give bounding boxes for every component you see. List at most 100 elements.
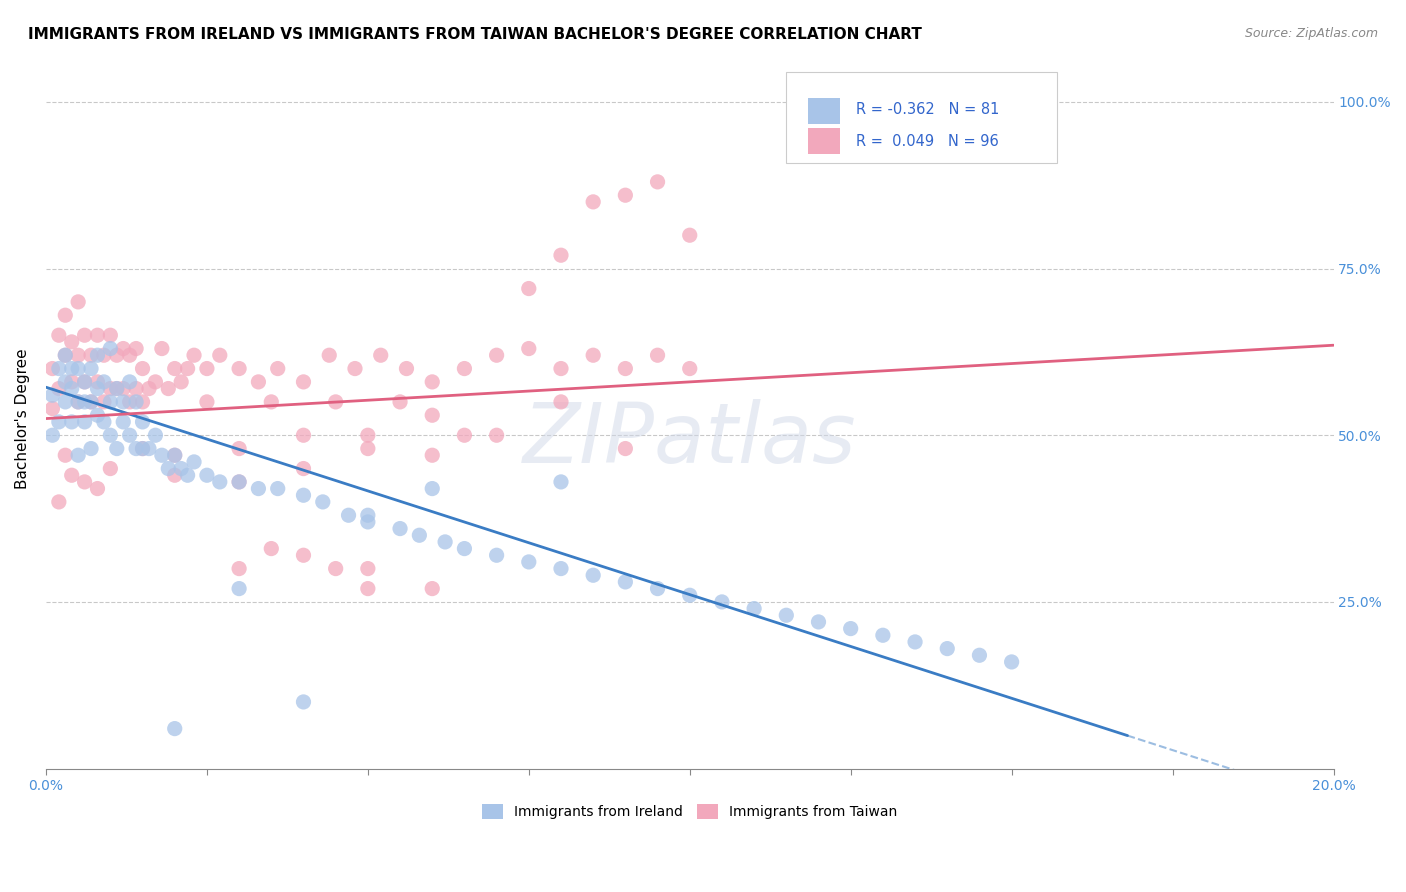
- Point: [357, 508, 380, 523]
- Point: [112, 415, 135, 429]
- Point: [183, 455, 205, 469]
- Point: [138, 382, 160, 396]
- Point: [775, 608, 797, 623]
- Point: [98, 428, 121, 442]
- Legend: Immigrants from Ireland, Immigrants from Taiwan: Immigrants from Ireland, Immigrants from…: [477, 798, 903, 825]
- Point: [41, 428, 63, 442]
- Point: [163, 448, 186, 462]
- Point: [86, 382, 108, 396]
- Point: [267, 361, 290, 376]
- Point: [53, 348, 76, 362]
- Point: [550, 395, 572, 409]
- Point: [67, 361, 90, 376]
- Point: [550, 248, 572, 262]
- Point: [145, 375, 167, 389]
- Point: [260, 541, 283, 556]
- Point: [67, 395, 90, 409]
- Point: [208, 475, 231, 489]
- Point: [53, 448, 76, 462]
- Point: [131, 395, 153, 409]
- Point: [150, 448, 173, 462]
- Point: [105, 382, 128, 396]
- Point: [98, 395, 121, 409]
- Point: [614, 361, 637, 376]
- Point: [195, 395, 218, 409]
- Point: [582, 194, 605, 209]
- Point: [325, 395, 347, 409]
- Point: [118, 395, 141, 409]
- Point: [125, 395, 148, 409]
- Point: [292, 695, 315, 709]
- Point: [228, 561, 250, 575]
- Point: [73, 328, 96, 343]
- Point: [125, 442, 148, 456]
- Point: [112, 395, 135, 409]
- Point: [48, 495, 70, 509]
- Point: [357, 515, 380, 529]
- Point: [48, 361, 70, 376]
- Point: [453, 541, 475, 556]
- Point: [228, 361, 250, 376]
- Point: [550, 561, 572, 575]
- Point: [48, 415, 70, 429]
- Point: [614, 442, 637, 456]
- Point: [679, 228, 702, 243]
- Point: [157, 461, 180, 475]
- Point: [67, 348, 90, 362]
- Point: [105, 348, 128, 362]
- Point: [170, 461, 193, 475]
- Point: [614, 574, 637, 589]
- Point: [582, 348, 605, 362]
- Point: [389, 522, 412, 536]
- Point: [93, 375, 115, 389]
- Point: [118, 348, 141, 362]
- Point: [93, 348, 115, 362]
- Point: [145, 428, 167, 442]
- Point: [131, 415, 153, 429]
- Point: [60, 361, 83, 376]
- Point: [582, 568, 605, 582]
- Point: [343, 361, 366, 376]
- Point: [73, 375, 96, 389]
- Text: ZIPatlas: ZIPatlas: [523, 399, 856, 480]
- Point: [904, 635, 927, 649]
- Point: [41, 388, 63, 402]
- Point: [260, 395, 283, 409]
- Point: [98, 328, 121, 343]
- Point: [105, 442, 128, 456]
- Point: [292, 548, 315, 562]
- Point: [420, 448, 443, 462]
- Point: [131, 442, 153, 456]
- Point: [176, 468, 198, 483]
- Point: [420, 482, 443, 496]
- Point: [60, 415, 83, 429]
- Point: [80, 395, 103, 409]
- Point: [679, 361, 702, 376]
- Point: [60, 382, 83, 396]
- Point: [485, 348, 508, 362]
- Text: IMMIGRANTS FROM IRELAND VS IMMIGRANTS FROM TAIWAN BACHELOR'S DEGREE CORRELATION : IMMIGRANTS FROM IRELAND VS IMMIGRANTS FR…: [28, 27, 922, 42]
- Point: [839, 622, 862, 636]
- Point: [453, 361, 475, 376]
- Point: [485, 428, 508, 442]
- Text: Source: ZipAtlas.com: Source: ZipAtlas.com: [1244, 27, 1378, 40]
- Point: [1001, 655, 1024, 669]
- Point: [60, 468, 83, 483]
- Point: [208, 348, 231, 362]
- Point: [228, 475, 250, 489]
- Point: [112, 382, 135, 396]
- Point: [195, 361, 218, 376]
- Bar: [808, 97, 841, 124]
- Point: [98, 382, 121, 396]
- Point: [48, 382, 70, 396]
- Point: [434, 535, 457, 549]
- Point: [86, 482, 108, 496]
- Point: [73, 395, 96, 409]
- Point: [131, 361, 153, 376]
- Point: [125, 342, 148, 356]
- Point: [247, 375, 270, 389]
- Point: [969, 648, 991, 663]
- Point: [292, 428, 315, 442]
- Point: [228, 442, 250, 456]
- Point: [453, 428, 475, 442]
